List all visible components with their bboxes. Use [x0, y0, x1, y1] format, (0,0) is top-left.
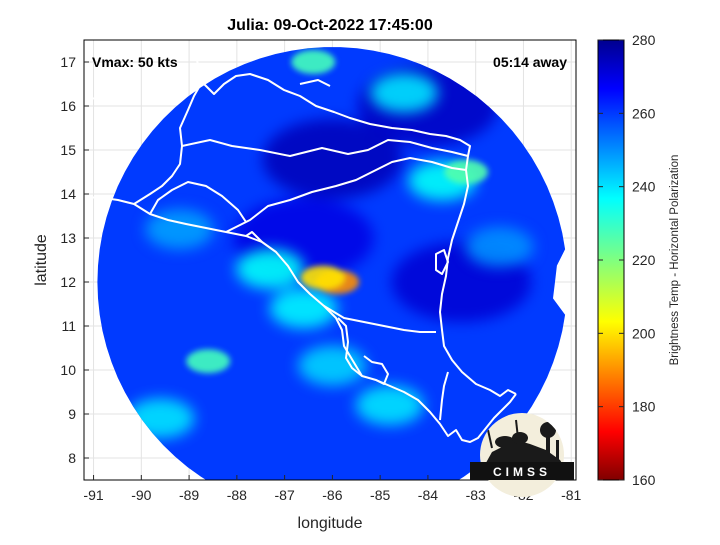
y-tick-label: 16 — [60, 98, 76, 114]
y-tick-label: 13 — [60, 230, 76, 246]
colorbar-label: Brightness Temp - Horizontal Polarizatio… — [669, 155, 681, 366]
x-tick-label: -81 — [561, 487, 581, 503]
colorbar-tick-label: 280 — [632, 32, 656, 48]
belize-coast — [84, 93, 121, 101]
panama-border — [439, 371, 449, 421]
x-tick-label: -87 — [275, 487, 295, 503]
x-tick-label: -86 — [322, 487, 342, 503]
honduras-nicaragua-border — [181, 139, 469, 157]
nicoya-peninsula — [337, 317, 363, 377]
brightness-feature — [269, 288, 338, 329]
cimss-logo-text: CIMSS — [493, 465, 551, 479]
colorbar-tick-label: 220 — [632, 252, 656, 268]
y-axis: 8 9 10 11 12 13 14 15 16 17 — [60, 54, 89, 466]
x-tick-label: -90 — [131, 487, 151, 503]
swath-image — [97, 47, 566, 480]
x-tick-label: -85 — [370, 487, 390, 503]
guatemala-border — [133, 81, 203, 205]
x-tick-label: -84 — [418, 487, 438, 503]
brightness-feature — [300, 265, 345, 290]
colorbar-tick-label: 160 — [632, 472, 656, 488]
y-tick-label: 17 — [60, 54, 76, 70]
x-tick-label: -83 — [466, 487, 486, 503]
colorbar-ticks: 160 180 200 220 240 260 280 — [598, 32, 656, 488]
mosquito-coast — [435, 249, 449, 275]
y-tick-label: 9 — [68, 406, 76, 422]
costa-rica-border — [323, 305, 436, 333]
brightness-feature — [355, 385, 424, 426]
bay-islands — [299, 79, 331, 87]
brightness-feature — [291, 50, 336, 74]
brightness-feature — [236, 248, 305, 289]
y-tick-label: 15 — [60, 142, 76, 158]
el-salvador-border — [149, 181, 247, 223]
colorbar-tick-label: 180 — [632, 399, 656, 415]
coastlines — [84, 55, 517, 443]
y-axis-label: latitude — [33, 234, 50, 286]
chart-title: Julia: 09-Oct-2022 17:45:00 — [227, 17, 433, 34]
brightness-feature — [465, 226, 534, 267]
y-tick-label: 12 — [60, 274, 76, 290]
colorbar-tick-label: 240 — [632, 179, 656, 195]
osa-peninsula — [363, 355, 389, 385]
colorbar: 160 180 200 220 240 260 280 Brightness Temp - … — [597, 32, 681, 488]
y-tick-label: 11 — [61, 318, 76, 334]
gulf-of-fonseca — [245, 231, 263, 243]
x-tick-label: -89 — [179, 487, 199, 503]
axes-box — [83, 39, 577, 481]
cold-area — [262, 118, 403, 199]
time-away-annotation: 05:14 away — [493, 54, 567, 70]
y-tick-label: 8 — [68, 450, 76, 466]
y-tick-label: 14 — [60, 186, 76, 202]
x-tick-label: -91 — [83, 487, 103, 503]
x-axis-label: longitude — [298, 515, 363, 532]
brightness-feature — [370, 72, 439, 113]
x-tick-label: -88 — [227, 487, 247, 503]
nicaragua-interior-border — [225, 157, 467, 233]
colorbar-tick-label: 260 — [632, 105, 656, 121]
brightness-feature — [186, 349, 231, 374]
caribbean-coast — [195, 55, 517, 397]
vmax-annotation: Vmax: 50 kts — [92, 54, 178, 70]
colorbar-tick-label: 200 — [632, 325, 656, 341]
y-tick-label: 10 — [60, 362, 76, 378]
cimss-logo: CIMSS — [470, 413, 574, 497]
